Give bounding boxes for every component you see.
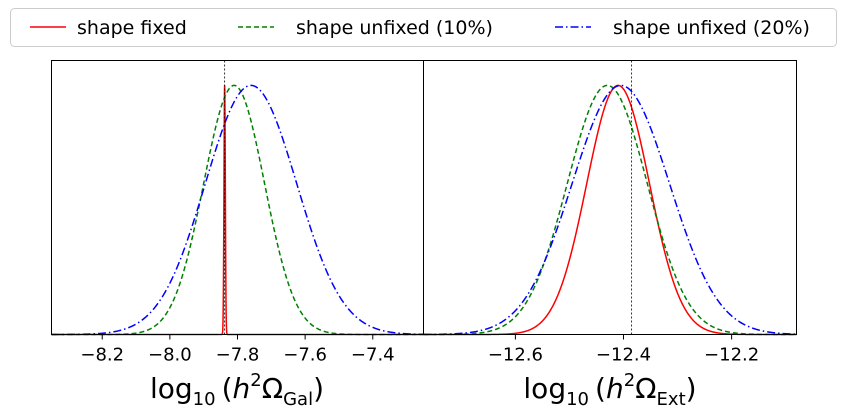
legend-label-shape-fixed: shape fixed <box>77 17 187 39</box>
panel-gal: −8.2 −8.0 −7.8 −7.6 −7.4 log10 (h2ΩGal) <box>51 60 424 410</box>
series-line-shape-unfixed-10 <box>51 84 424 336</box>
series-line-shape-unfixed-10 <box>423 84 797 336</box>
x-axis-label-ext: log10 (h2ΩExt) <box>523 370 696 410</box>
legend-frame <box>10 8 837 47</box>
axes-frame-ext <box>423 60 797 335</box>
series-line-shape-unfixed-20 <box>51 84 424 336</box>
xtick-label: −7.4 <box>351 345 395 366</box>
legend-label-unfixed-10: shape unfixed (10%) <box>296 17 493 39</box>
xtick-label: −8.2 <box>80 345 124 366</box>
xtick-label: −8.0 <box>148 345 192 366</box>
panel-ext: −12.6 −12.4 −12.2 log10 (h2ΩExt) <box>423 60 797 410</box>
series-line-shape-fixed <box>51 85 424 336</box>
axes-frame-gal <box>51 60 424 335</box>
xtick-label: −7.6 <box>283 345 327 366</box>
legend: shape fixed shape unfixed (10%) shape un… <box>10 8 837 47</box>
x-axis-label-gal: log10 (h2ΩGal) <box>150 370 324 410</box>
series-line-shape-unfixed-20 <box>423 84 797 336</box>
xtick-label: −12.2 <box>704 345 759 366</box>
xticks-ext: −12.6 −12.4 −12.2 <box>488 334 759 366</box>
xtick-label: −7.8 <box>216 345 260 366</box>
curves-gal <box>51 84 424 336</box>
xtick-label: −12.6 <box>488 345 543 366</box>
series-line-shape-fixed <box>423 84 797 336</box>
xtick-label: −12.4 <box>596 345 651 366</box>
legend-label-unfixed-20: shape unfixed (20%) <box>613 17 810 39</box>
xticks-gal: −8.2 −8.0 −7.8 −7.6 −7.4 <box>80 334 395 366</box>
curves-ext <box>423 84 797 336</box>
